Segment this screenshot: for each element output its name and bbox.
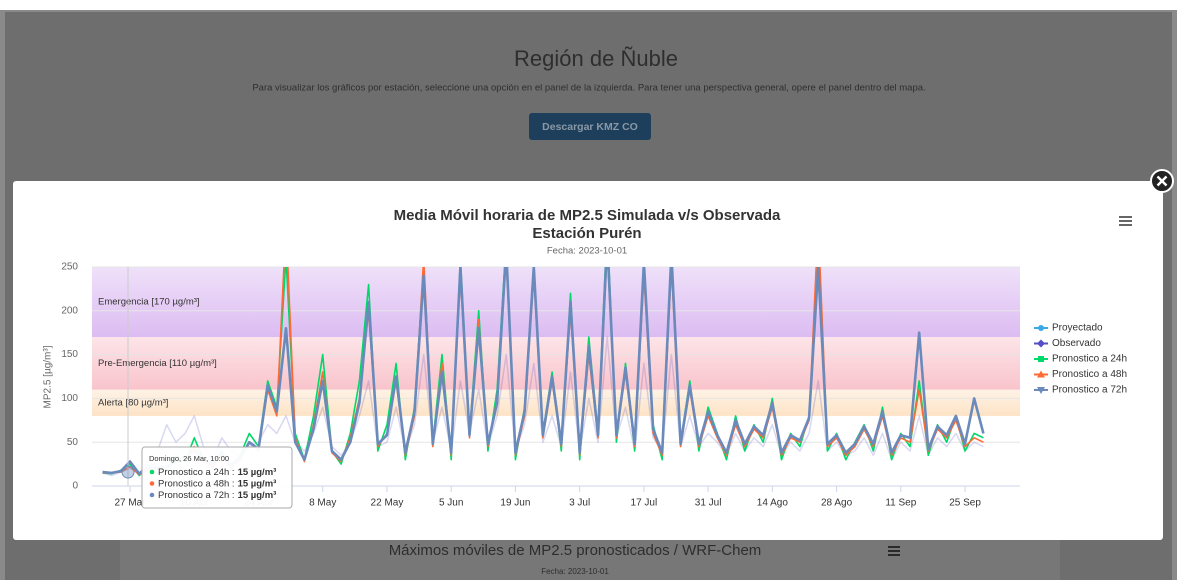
- chart-menu[interactable]: [1119, 216, 1132, 226]
- legend-item[interactable]: Observado: [1034, 338, 1101, 349]
- legend-item[interactable]: Pronostico a 48h: [1034, 369, 1127, 380]
- x-tick-label: 8 May: [309, 498, 336, 509]
- plot-bands: Alerta [80 µg/m³] Pre-Emergencia [110 µg/…: [92, 267, 1020, 416]
- tooltip: Domingo, 26 Mar, 10:00 Pronostico a 24h …: [121, 446, 293, 509]
- x-tick-label: 28 Ago: [821, 498, 853, 509]
- x-tick-label: 31 Jul: [695, 498, 722, 509]
- x-tick-label: 17 Jul: [631, 498, 658, 509]
- second-chart-panel: [120, 538, 1060, 580]
- tooltip-header: Domingo, 26 Mar, 10:00: [149, 454, 229, 463]
- chart-title: Media Móvil horaria de MP2.5 Simulada v/…: [394, 207, 781, 224]
- y-axis-title: MP2.5 [µg/m³]: [43, 345, 54, 408]
- y-tick-label: 150: [61, 349, 78, 360]
- y-tick-label: 200: [61, 305, 78, 316]
- tooltip-dot: [149, 481, 155, 486]
- legend-item[interactable]: Proyectado: [1034, 323, 1103, 334]
- legend-marker: [1037, 370, 1045, 378]
- legend-marker: [1038, 325, 1044, 331]
- page-description: Para visualizar los gráficos por estació…: [252, 83, 925, 94]
- hover-marker: [121, 465, 135, 479]
- legend-label: Pronostico a 72h: [1052, 385, 1127, 396]
- x-tick-label: 25 Sep: [949, 498, 981, 509]
- series-line: [102, 267, 985, 475]
- x-tick-label: 27 Mar: [114, 498, 146, 509]
- y-tick-label: 0: [72, 481, 78, 492]
- x-tick-label: 11 Sep: [885, 498, 916, 509]
- download-button[interactable]: [529, 113, 651, 140]
- legend-marker: [1037, 339, 1045, 348]
- legend: Proyectado Observado Pronostico a 24h Prono…: [1034, 323, 1127, 396]
- legend-label: Pronostico a 48h: [1052, 369, 1127, 380]
- tooltip-item-label: Pronostico a 72h :: [158, 490, 235, 501]
- legend-item[interactable]: Pronostico a 24h: [1034, 354, 1127, 365]
- plot-band: [92, 337, 1020, 390]
- chart-date: Fecha: 2023-10-01: [547, 246, 627, 257]
- plot-band-label: Pre-Emergencia [110 µg/m³]: [98, 358, 217, 369]
- tooltip-dot: [149, 469, 155, 475]
- second-chart-title: Máximos móviles de MP2.5 pronosticados /…: [389, 542, 762, 559]
- plot-band-label: Alerta [80 µg/m³]: [98, 397, 168, 408]
- tooltip-item: Pronostico a 72h :15 µg/m³: [158, 490, 276, 501]
- legend-label: Pronostico a 24h: [1052, 354, 1127, 365]
- legend-marker: [1038, 356, 1044, 362]
- top-strip: [0, 0, 1177, 10]
- tooltip-item-label: Pronostico a 48h :: [158, 478, 235, 489]
- legend-label: Observado: [1052, 338, 1101, 349]
- plot-band-label: Emergencia [170 µg/m³]: [98, 297, 200, 308]
- y-tick-label: 250: [61, 262, 78, 273]
- legend-label: Proyectado: [1052, 323, 1103, 334]
- x-tick-label: 22 May: [371, 498, 404, 509]
- legend-marker: [1037, 387, 1045, 394]
- page-title: Región de Ñuble: [514, 46, 678, 71]
- tooltip-item-value: 15 µg/m³: [238, 467, 277, 478]
- second-chart-menu[interactable]: [888, 546, 900, 556]
- x-tick-label: 3 Jul: [569, 498, 590, 509]
- tooltip-dot: [149, 492, 155, 498]
- tooltip-item: Pronostico a 24h :15 µg/m³: [158, 467, 276, 478]
- close-button[interactable]: [1150, 169, 1174, 193]
- x-tick-label: 14 Ago: [757, 498, 789, 509]
- tooltip-item: Pronostico a 48h :15 µg/m³: [158, 478, 276, 489]
- tooltip-item-value: 15 µg/m³: [238, 478, 277, 489]
- legend-item[interactable]: Pronostico a 72h: [1034, 385, 1127, 396]
- download-button-label[interactable]: Descargar KMZ CO: [542, 121, 638, 133]
- y-tick-label: 50: [67, 437, 79, 448]
- x-tick-label: 5 Jun: [439, 498, 463, 509]
- tooltip-box: [141, 446, 293, 509]
- second-chart-subtitle: Fecha: 2023-10-01: [541, 567, 609, 576]
- y-tick-label: 100: [61, 393, 78, 404]
- tooltip-item-label: Pronostico a 24h :: [158, 467, 235, 478]
- x-tick-label: 19 Jun: [500, 498, 530, 509]
- chart-subtitle: Estación Purén: [532, 225, 641, 242]
- plot-band: [92, 267, 1020, 338]
- tooltip-item-value: 15 µg/m³: [238, 490, 277, 501]
